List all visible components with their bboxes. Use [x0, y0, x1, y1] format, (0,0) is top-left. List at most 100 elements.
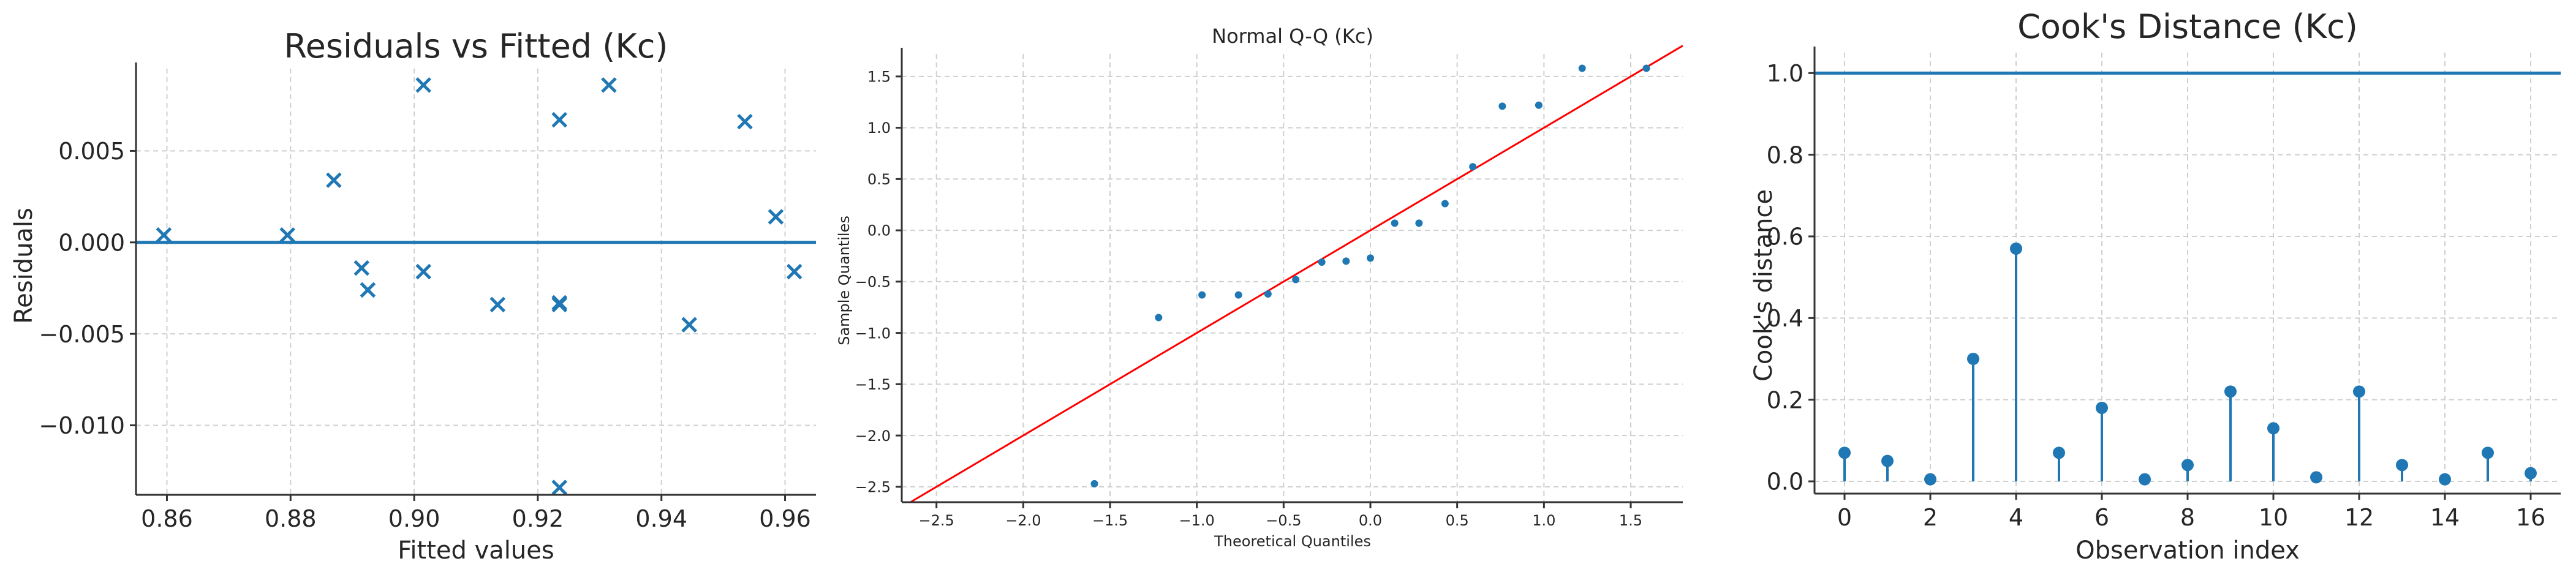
x-tick-label: 14	[2430, 504, 2460, 531]
x-tick-label: 0.88	[265, 505, 317, 532]
stem-marker	[2139, 473, 2151, 486]
grid	[136, 69, 816, 495]
data-marks	[910, 45, 1683, 503]
chart-title: Cook's Distance (Kc)	[2017, 7, 2358, 46]
y-tick-label: 1.0	[1767, 60, 1804, 87]
x-tick-label: −1.5	[1092, 512, 1128, 529]
residual-point	[768, 209, 784, 225]
x-tick-label: 0.96	[759, 505, 811, 532]
stem-marker	[1924, 473, 1936, 486]
qq-point	[1367, 254, 1374, 262]
stem-marker	[2353, 385, 2365, 398]
y-tick-label: 0.8	[1767, 141, 1804, 168]
x-tick-label: 16	[2516, 504, 2545, 531]
y-axis-label: Cook's distance	[1750, 189, 1778, 382]
stem-marker	[2053, 446, 2065, 459]
residual-point	[786, 263, 803, 280]
y-axis-label: Sample Quantiles	[836, 216, 853, 345]
x-axis-label: Observation index	[2076, 536, 2300, 565]
y-tick-label: 0.4	[1767, 305, 1804, 332]
y-tick-label: 0.2	[1767, 386, 1804, 413]
residual-point	[489, 296, 506, 313]
qq-point	[1642, 64, 1650, 72]
axes	[901, 48, 1683, 503]
x-tick-label: 4	[2009, 504, 2023, 531]
qq-point	[1441, 200, 1449, 208]
x-tick-label: 6	[2094, 504, 2109, 531]
x-tick-label: 0.94	[635, 505, 687, 532]
stem-marker	[2439, 473, 2451, 486]
y-tick-label: −2.5	[855, 479, 891, 496]
x-axis-label: Theoretical Quantiles	[1214, 533, 1371, 550]
y-tick-label: −2.0	[855, 427, 891, 445]
y-tick-label: 0.6	[1767, 224, 1804, 250]
x-tick-label: 0.5	[1446, 512, 1469, 529]
stem-marker	[2096, 402, 2108, 414]
stem-marker	[2224, 385, 2237, 398]
y-tick-label: 0.0	[1767, 469, 1804, 495]
qq-point	[1155, 314, 1163, 322]
x-tick-label: 0.90	[388, 505, 440, 532]
y-tick-label: 1.0	[867, 119, 891, 137]
stem-marker	[2267, 422, 2279, 435]
axes	[1813, 47, 2561, 495]
qq-point	[1578, 64, 1586, 72]
data-marks	[136, 77, 816, 495]
qq-point	[1391, 219, 1399, 227]
x-tick-label: 12	[2344, 504, 2374, 531]
y-tick-label: 0.000	[58, 229, 125, 256]
residual-point	[681, 317, 697, 333]
residual-point	[601, 77, 617, 93]
x-tick-label: −2.0	[1005, 512, 1041, 529]
x-tick-label: −0.5	[1266, 512, 1301, 529]
qq-point	[1234, 291, 1242, 299]
data-marks	[1815, 71, 2561, 486]
chart-title: Residuals vs Fitted (Kc)	[284, 27, 668, 66]
qq-point	[1090, 480, 1098, 487]
residual-point	[551, 111, 567, 128]
x-tick-label: 1.5	[1619, 512, 1642, 529]
qq-point	[1498, 102, 1506, 110]
stem-marker	[1881, 454, 1894, 467]
stem-marker	[2310, 471, 2322, 484]
x-tick-label: 0	[1837, 504, 1852, 531]
x-tick-label: 2	[1923, 504, 1938, 531]
qq-point	[1198, 291, 1206, 299]
x-tick-label: 0.92	[512, 505, 564, 532]
qq-point	[1264, 290, 1272, 298]
stem-marker	[2525, 467, 2537, 480]
x-tick-label: 8	[2180, 504, 2195, 531]
qq-point	[1318, 258, 1326, 266]
x-tick-label: −2.5	[919, 512, 954, 529]
residual-point	[551, 480, 567, 495]
qq-point	[1469, 163, 1477, 171]
qq-reference-line	[910, 45, 1683, 503]
y-axis-label: Residuals	[10, 208, 38, 324]
grid	[902, 54, 1683, 502]
stem-marker	[2010, 243, 2022, 255]
residual-point	[737, 113, 753, 130]
ticks: 0 2 4 6 8 10 12 14 16 0.0 0.2 0.4 0.6 0.8 1.0	[1767, 60, 2546, 531]
qq-point	[1535, 101, 1543, 109]
residual-point	[360, 282, 376, 298]
grid	[1815, 53, 2561, 494]
stem-marker	[2482, 446, 2494, 459]
cooks-distance-chart: Cook's Distance (Kc) Observation index C…	[1750, 7, 2561, 565]
y-tick-label: −1.5	[855, 376, 891, 393]
y-tick-label: −0.010	[39, 412, 125, 439]
y-tick-label: −1.0	[855, 325, 891, 342]
y-tick-label: 0.5	[867, 171, 891, 188]
y-tick-label: 0.005	[58, 138, 125, 165]
residual-point	[279, 227, 295, 243]
stem-marker	[1838, 446, 1851, 459]
qq-point	[1292, 276, 1300, 284]
residuals-vs-fitted-chart: Residuals vs Fitted (Kc) Fitted values R…	[10, 27, 816, 565]
stem-marker	[1967, 353, 1979, 365]
axes	[135, 62, 816, 496]
residual-point	[415, 77, 431, 93]
stem-marker	[2396, 459, 2408, 472]
residual-point	[326, 172, 342, 188]
qq-point	[1342, 257, 1350, 265]
y-tick-label: −0.005	[39, 321, 125, 348]
